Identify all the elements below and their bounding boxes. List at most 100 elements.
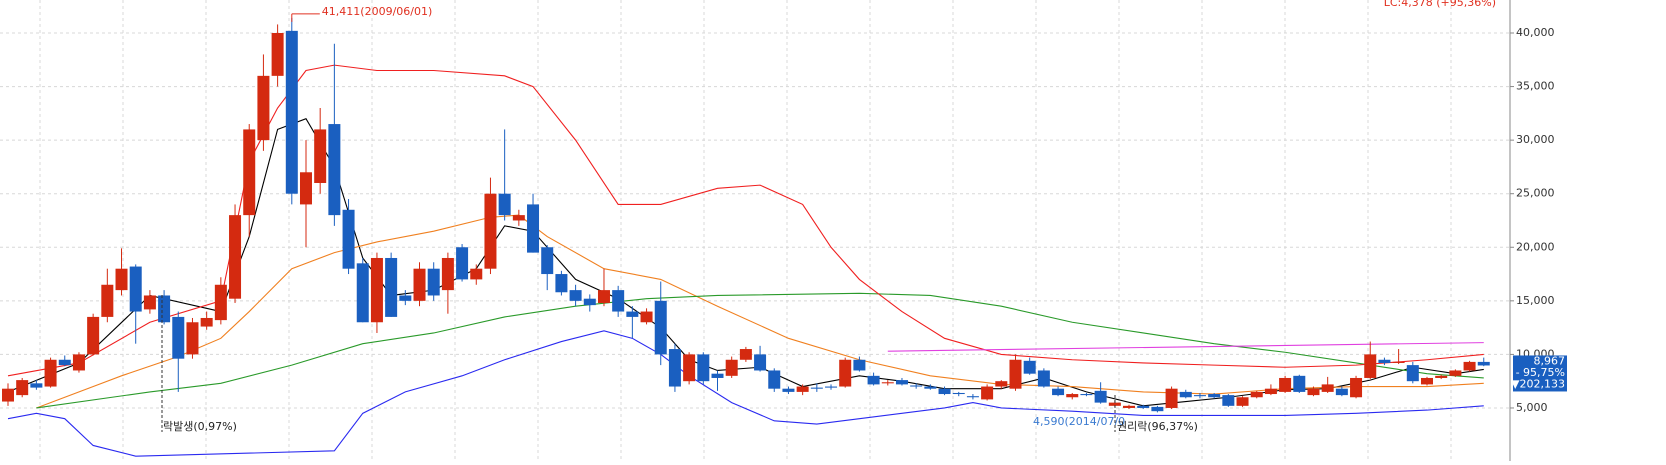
- candle-body: [966, 396, 979, 398]
- candle-body: [58, 359, 71, 366]
- annotation: 4,590(2014/07/0: [1033, 415, 1125, 428]
- candle-body: [30, 383, 43, 388]
- candle-body: [739, 349, 752, 360]
- price-box-label: ▼202,133: [1511, 377, 1565, 390]
- candle-body: [1137, 405, 1150, 408]
- candle-body: [768, 370, 781, 389]
- candle-body: [867, 375, 880, 385]
- candle-body: [257, 75, 270, 141]
- candle-body: [299, 172, 312, 205]
- candle-body: [314, 129, 327, 183]
- y-tick-label: 25,000: [1516, 187, 1555, 200]
- candle-body: [711, 373, 724, 378]
- candle-body: [16, 380, 29, 396]
- candle-body: [583, 298, 596, 306]
- indicator-line: [887, 342, 1484, 352]
- candle-body: [342, 209, 355, 269]
- candle-body: [569, 290, 582, 301]
- candle-body: [1321, 384, 1334, 392]
- candle-body: [1364, 354, 1377, 378]
- candle-body: [640, 311, 653, 323]
- candle-body: [186, 322, 199, 355]
- candle-body: [1094, 390, 1107, 403]
- candle-body: [1250, 391, 1263, 398]
- candle-body: [654, 300, 667, 355]
- candle-body: [1335, 388, 1348, 396]
- candle-body: [158, 295, 171, 323]
- y-axis: 5,00010,00015,00020,00025,00030,00035,00…: [1510, 26, 1555, 414]
- candle-body: [243, 129, 256, 216]
- candle-body: [1477, 361, 1490, 366]
- candle-body: [1080, 394, 1093, 396]
- candle-body: [1350, 377, 1363, 398]
- indicator-line: [36, 214, 1484, 409]
- candle-body: [1236, 397, 1249, 406]
- candle-body: [1449, 370, 1462, 376]
- candle-body: [754, 354, 767, 371]
- candle-body: [356, 263, 369, 323]
- candle-body: [427, 268, 440, 296]
- candle-body: [683, 354, 696, 382]
- candle-body: [1123, 405, 1136, 408]
- candle-body: [910, 385, 923, 387]
- price-box-label: - 95,75%: [1516, 366, 1565, 379]
- candle-body: [1392, 361, 1405, 363]
- candle-body: [399, 295, 412, 301]
- grid: [0, 0, 1510, 461]
- y-tick-label: 5,000: [1516, 401, 1548, 414]
- candle-body: [1307, 388, 1320, 396]
- candle-body: [938, 388, 951, 395]
- candle-body: [1052, 388, 1065, 396]
- candle-body: [143, 295, 156, 310]
- top-label: LC:4,378 (+95,36%): [1384, 0, 1496, 9]
- y-tick-label: 20,000: [1516, 240, 1555, 253]
- candle-body: [512, 215, 525, 221]
- candle-body: [470, 268, 483, 280]
- candle-body: [87, 316, 100, 355]
- candle-body: [895, 380, 908, 385]
- candle-body: [1179, 391, 1192, 398]
- candle-body: [172, 316, 185, 359]
- candle-body: [626, 311, 639, 317]
- candle-body: [668, 349, 681, 387]
- candle-body: [825, 386, 838, 388]
- candle-body: [555, 274, 568, 293]
- candle-body: [1435, 375, 1448, 378]
- candle-body: [1066, 394, 1079, 398]
- candle-body: [328, 124, 341, 216]
- candle-body: [72, 354, 85, 371]
- candle-body: [1037, 370, 1050, 387]
- y-tick-label: 30,000: [1516, 133, 1555, 146]
- candle-body: [498, 193, 511, 216]
- y-tick-label: 15,000: [1516, 294, 1555, 307]
- candle-body: [527, 204, 540, 253]
- indicator-line: [7, 64, 1484, 377]
- y-tick-label: 35,000: [1516, 80, 1555, 93]
- candle-body: [541, 247, 554, 275]
- candle-body: [129, 266, 142, 312]
- candle-body: [1421, 377, 1433, 385]
- candle-body: [1208, 394, 1221, 398]
- candle-body: [1293, 375, 1306, 392]
- candle-body: [2, 388, 14, 402]
- candle-body: [484, 193, 497, 269]
- candle-body: [456, 247, 469, 280]
- annotation: 41,411(2009/06/01): [322, 5, 432, 18]
- candle-body: [441, 257, 454, 291]
- candle-body: [115, 268, 128, 291]
- price-box-label: 8,967: [1534, 354, 1566, 367]
- candle-body: [1193, 395, 1206, 397]
- candle-body: [413, 268, 426, 301]
- candle-body: [1222, 395, 1235, 406]
- candle-body: [1406, 365, 1419, 382]
- candle-body: [214, 284, 227, 321]
- annotation: 락발생(0,97%): [163, 420, 237, 433]
- candle-body: [924, 386, 937, 389]
- candle-body: [229, 215, 242, 299]
- candle-body: [853, 359, 866, 371]
- candle-body: [271, 32, 284, 76]
- candle-body: [612, 290, 625, 312]
- candle-body: [200, 317, 213, 327]
